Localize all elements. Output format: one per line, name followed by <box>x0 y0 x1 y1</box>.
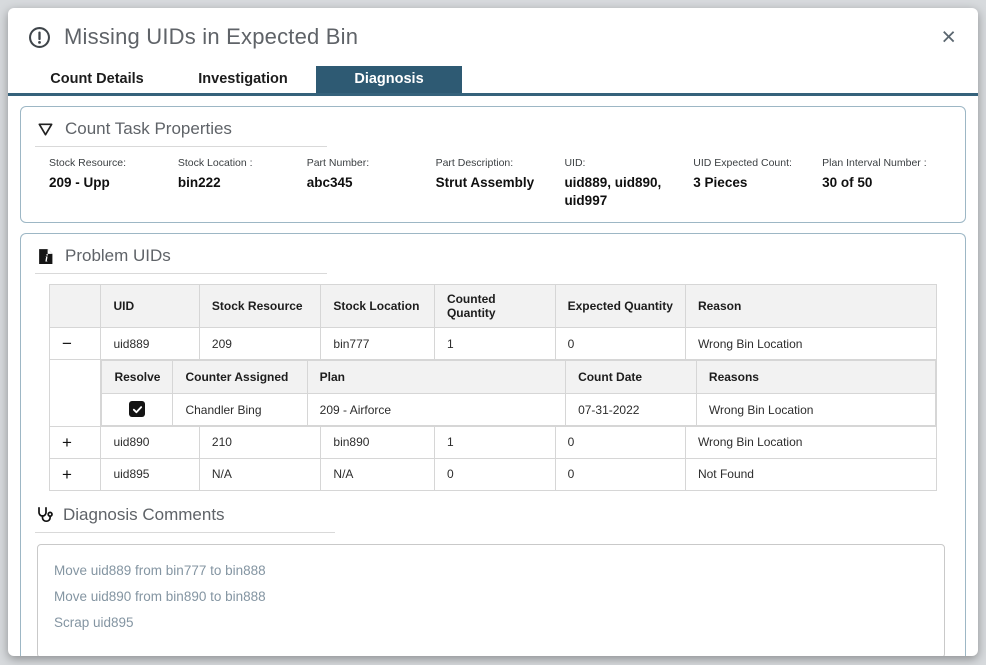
collapse-triangle-icon[interactable] <box>37 121 54 138</box>
table-header-row: UID Stock Resource Stock Location Counte… <box>48 284 938 329</box>
col-stock-resource: Stock Resource <box>198 284 322 329</box>
cell-stock-resource: 209 <box>198 327 322 361</box>
table-row-uid890: + uid890 210 bin890 1 0 Wrong Bin Locati… <box>48 425 938 459</box>
detail-header-row: Resolve Counter Assigned Plan Count Date… <box>101 360 937 395</box>
col-count-date: Count Date <box>565 360 697 395</box>
diagnosis-comments-textarea[interactable]: Move uid889 from bin777 to bin888 Move u… <box>37 543 945 656</box>
field-part-description: Part Description: Strut Assembly <box>435 157 535 190</box>
cell-stock-resource: N/A <box>198 457 322 491</box>
cell-uid: uid890 <box>100 425 200 459</box>
problem-uids-header: i Problem UIDs <box>35 246 327 275</box>
cell-expected: 0 <box>554 457 686 491</box>
problem-uids-title: Problem UIDs <box>65 246 171 266</box>
dialog-content: Count Task Properties Stock Resource: 20… <box>8 96 978 656</box>
alert-circle-icon <box>28 26 51 49</box>
col-stock-location: Stock Location <box>320 284 435 329</box>
cell-reason: Wrong Bin Location <box>684 425 938 459</box>
uid889-detail-table: Resolve Counter Assigned Plan Count Date… <box>101 360 937 426</box>
comment-line: Scrap uid895 <box>54 614 134 630</box>
checkmark-icon <box>132 406 143 414</box>
count-task-fields: Stock Resource: 209 - Upp Stock Location… <box>35 157 951 210</box>
col-expected-quantity: Expected Quantity <box>554 284 686 329</box>
col-counter-assigned: Counter Assigned <box>172 360 308 395</box>
cell-reason: Not Found <box>684 457 938 491</box>
cell-expected: 0 <box>554 327 686 361</box>
comment-line: Move uid889 from bin777 to bin888 <box>54 562 266 578</box>
tab-bar: Count Details Investigation Diagnosis <box>8 66 978 96</box>
cell-counted: 0 <box>433 457 556 491</box>
tab-count-details[interactable]: Count Details <box>24 66 170 93</box>
cell-expected: 0 <box>554 425 686 459</box>
col-resolve: Resolve <box>101 360 174 395</box>
diagnosis-comments-header: Diagnosis Comments <box>35 505 335 533</box>
expand-row-button[interactable]: + <box>62 464 72 484</box>
stethoscope-icon <box>35 506 53 524</box>
detail-data-row: Chandler Bing 209 - Airforce 07-31-2022 … <box>101 393 937 426</box>
dialog-header: Missing UIDs in Expected Bin × <box>8 8 978 56</box>
table-row-uid895: + uid895 N/A N/A 0 0 Not Found <box>48 457 938 491</box>
svg-text:i: i <box>45 253 48 264</box>
detail-spacer-cell <box>48 359 102 427</box>
field-uid-expected-count: UID Expected Count: 3 Pieces <box>693 157 792 190</box>
field-uid: UID: uid889, uid890, uid997 <box>564 157 662 209</box>
field-plan-interval-number: Plan Interval Number : 30 of 50 <box>822 157 927 190</box>
resolve-checkbox[interactable] <box>129 401 146 418</box>
col-counted-quantity: Counted Quantity <box>433 284 556 329</box>
tag-info-icon: i <box>37 248 54 265</box>
expand-row-button[interactable]: + <box>62 432 72 452</box>
field-stock-resource: Stock Resource: 209 - Upp <box>49 157 127 190</box>
count-task-properties-header: Count Task Properties <box>35 119 327 147</box>
missing-uids-dialog: Missing UIDs in Expected Bin × Count Det… <box>8 8 978 656</box>
col-uid: UID <box>100 284 200 329</box>
tab-investigation[interactable]: Investigation <box>170 66 316 93</box>
dialog-title: Missing UIDs in Expected Bin <box>64 24 359 49</box>
cell-counter-assigned: Chandler Bing <box>172 393 308 426</box>
cell-uid: uid889 <box>100 327 200 361</box>
col-reasons: Reasons <box>695 360 937 395</box>
cell-reasons: Wrong Bin Location <box>695 393 937 426</box>
table-row-uid889: − uid889 209 bin777 1 0 Wrong Bin Locati… <box>48 327 938 361</box>
cell-plan: 209 - Airforce <box>306 393 567 426</box>
cell-counted: 1 <box>433 425 556 459</box>
cell-counted: 1 <box>433 327 556 361</box>
close-icon[interactable]: × <box>941 22 956 51</box>
cell-stock-location: bin890 <box>320 425 435 459</box>
problem-uids-panel: i Problem UIDs UID Stock Resource Stock … <box>20 233 966 656</box>
cell-uid: uid895 <box>100 457 200 491</box>
problem-uids-table: UID Stock Resource Stock Location Counte… <box>48 284 938 491</box>
col-plan: Plan <box>306 360 567 395</box>
diagnosis-comments-title: Diagnosis Comments <box>63 504 225 524</box>
count-task-properties-title: Count Task Properties <box>65 119 232 138</box>
cell-stock-resource: 210 <box>198 425 322 459</box>
comment-line: Move uid890 from bin890 to bin888 <box>54 588 266 604</box>
cell-stock-location: N/A <box>320 457 435 491</box>
expand-column-header <box>48 284 102 329</box>
cell-count-date: 07-31-2022 <box>565 393 697 426</box>
field-part-number: Part Number: abc345 <box>306 157 370 190</box>
cell-reason: Wrong Bin Location <box>684 327 938 361</box>
field-stock-location: Stock Location : bin222 <box>177 157 253 190</box>
cell-stock-location: bin777 <box>320 327 435 361</box>
col-reason: Reason <box>684 284 938 329</box>
collapse-row-button[interactable]: − <box>62 334 72 354</box>
tab-diagnosis[interactable]: Diagnosis <box>316 66 462 93</box>
count-task-properties-panel: Count Task Properties Stock Resource: 20… <box>20 106 966 224</box>
table-detail-row: Resolve Counter Assigned Plan Count Date… <box>48 359 937 427</box>
